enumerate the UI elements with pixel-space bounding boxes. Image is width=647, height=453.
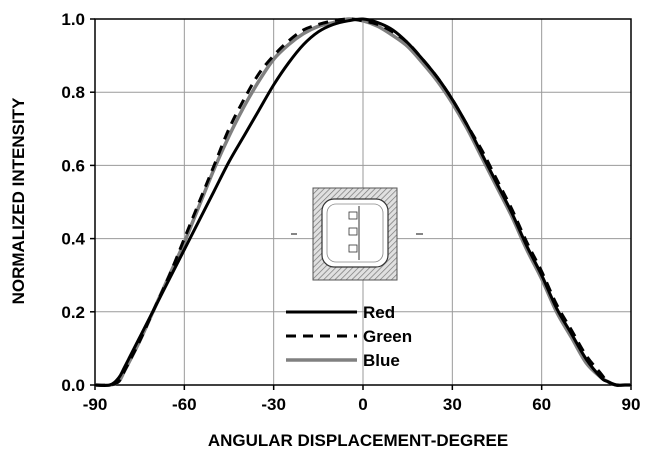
x-tick-label: 30 <box>443 395 462 414</box>
axis-ticks: -90 -60 -30 0 30 60 90 0.0 0.2 0.4 0.6 0.8 1.0 <box>61 10 640 414</box>
x-axis-title: ANGULAR DISPLACEMENT-DEGREE <box>208 431 508 450</box>
x-tick-label: -90 <box>83 395 108 414</box>
y-axis-title: NORMALIZED INTENSITY <box>9 97 28 304</box>
series-line-green <box>94 17 631 387</box>
legend-label-green: Green <box>363 327 412 346</box>
legend-label-blue: Blue <box>363 351 400 370</box>
series-lines <box>94 17 631 388</box>
x-tick-label: 0 <box>358 395 367 414</box>
y-tick-label: 0.8 <box>61 83 85 102</box>
y-tick-label: 0.4 <box>61 230 85 249</box>
x-tick-label: 60 <box>532 395 551 414</box>
legend-label-red: Red <box>363 303 395 322</box>
led-package-diagram <box>291 187 423 281</box>
y-tick-label: 0.0 <box>61 376 85 395</box>
legend: Red Green Blue <box>286 303 412 370</box>
y-tick-label: 0.6 <box>61 156 85 175</box>
x-tick-label: 90 <box>622 395 641 414</box>
x-tick-label: -60 <box>172 395 197 414</box>
x-tick-label: -30 <box>261 395 286 414</box>
y-tick-label: 0.2 <box>61 303 85 322</box>
y-tick-label: 1.0 <box>61 10 85 29</box>
series-line-red <box>94 17 631 388</box>
